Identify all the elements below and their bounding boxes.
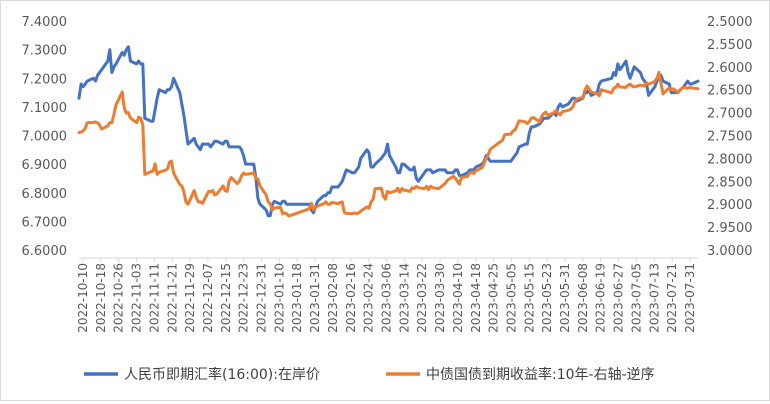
x-tick-label: 2023-03-30: [433, 263, 447, 333]
left-tick-label: 6.6000: [22, 244, 68, 259]
x-tick-label: 2022-12-31: [255, 263, 269, 333]
x-tick-label: 2023-04-18: [469, 263, 483, 333]
x-tick-label: 2023-06-19: [594, 263, 608, 333]
right-tick-label: 2.9000: [707, 198, 753, 213]
x-tick-label: 2023-07-05: [629, 263, 643, 333]
legend-label-bond: 中债国债到期收益率:10年-右轴-逆序: [426, 366, 655, 383]
left-axis-ticks: 6.6000 6.7000 6.8000 6.9000 7.0000 7.1000 7.20…: [22, 15, 68, 259]
x-tick-label: 2023-06-08: [576, 263, 590, 333]
series-line-cgb-10y: [77, 70, 700, 218]
series-line-cny-spot: [77, 45, 700, 218]
left-tick-label: 7.4000: [22, 15, 68, 30]
right-tick-label: 2.8500: [707, 175, 753, 190]
x-tick-label: 2023-06-27: [612, 263, 626, 333]
x-tick-label: 2023-07-21: [665, 263, 679, 333]
x-tick-label: 2023-05-31: [558, 263, 572, 333]
x-tick-label: 2022-11-21: [165, 263, 179, 333]
x-tick-label: 2023-01-18: [290, 263, 304, 333]
legend-label-cny: 人民币即期汇率(16:00):在岸价: [124, 366, 320, 383]
right-tick-label: 2.5000: [707, 15, 753, 30]
x-tick-label: 2023-02-08: [326, 263, 340, 333]
x-tick-label: 2022-11-03: [130, 263, 144, 333]
x-tick-label: 2022-11-29: [183, 263, 197, 333]
x-tick-label: 2023-05-23: [540, 263, 554, 333]
left-tick-label: 7.2000: [22, 72, 68, 87]
right-tick-label: 3.0000: [707, 244, 753, 259]
right-tick-label: 2.5500: [707, 38, 753, 53]
x-tick-label: 2023-07-31: [683, 263, 697, 333]
x-tick-label: 2022-12-07: [201, 263, 215, 333]
x-tick-label: 2023-03-14: [397, 263, 411, 333]
x-tick-label: 2023-03-06: [380, 263, 394, 333]
left-tick-label: 7.0000: [22, 130, 68, 145]
right-axis-ticks: 2.5000 2.5500 2.6000 2.6500 2.7000 2.7500 2.80…: [707, 15, 753, 259]
right-tick-label: 2.7000: [707, 107, 753, 122]
left-tick-label: 6.9000: [22, 158, 68, 173]
x-tick-label: 2023-03-22: [415, 263, 429, 333]
left-tick-label: 7.1000: [22, 101, 68, 116]
x-tick-label: 2023-02-16: [344, 263, 358, 333]
left-tick-label: 6.8000: [22, 187, 68, 202]
x-tick-label: 2023-01-31: [308, 263, 322, 333]
x-tick-label: 2022-12-23: [237, 263, 251, 333]
x-tick-label: 2023-07-13: [647, 263, 661, 333]
right-tick-label: 2.6000: [707, 61, 753, 76]
x-tick-label: 2023-04-25: [487, 263, 501, 333]
right-tick-label: 2.8000: [707, 152, 753, 167]
x-tick-label: 2022-11-11: [147, 263, 161, 333]
x-tick-label: 2023-02-24: [362, 263, 376, 333]
legend: 人民币即期汇率(16:00):在岸价 中债国债到期收益率:10年-右轴-逆序: [84, 366, 655, 383]
x-axis-ticks: 2022-10-10 2022-10-18 2022-10-26 2022-11-03…: [76, 258, 697, 333]
x-tick-label: 2022-10-10: [76, 263, 90, 333]
right-tick-label: 2.9500: [707, 221, 753, 236]
x-tick-label: 2022-10-26: [112, 263, 126, 333]
series-lines: [77, 45, 700, 218]
right-tick-label: 2.6500: [707, 84, 753, 99]
x-tick-label: 2023-05-15: [522, 263, 536, 333]
left-tick-label: 6.7000: [22, 215, 68, 230]
x-tick-label: 2022-12-15: [219, 263, 233, 333]
x-tick-label: 2022-10-18: [94, 263, 108, 333]
x-tick-label: 2023-05-05: [504, 263, 518, 333]
x-tick-label: 2023-04-10: [451, 263, 465, 333]
right-tick-label: 2.7500: [707, 130, 753, 145]
x-tick-label: 2023-01-10: [272, 263, 286, 333]
left-tick-label: 7.3000: [22, 44, 68, 59]
